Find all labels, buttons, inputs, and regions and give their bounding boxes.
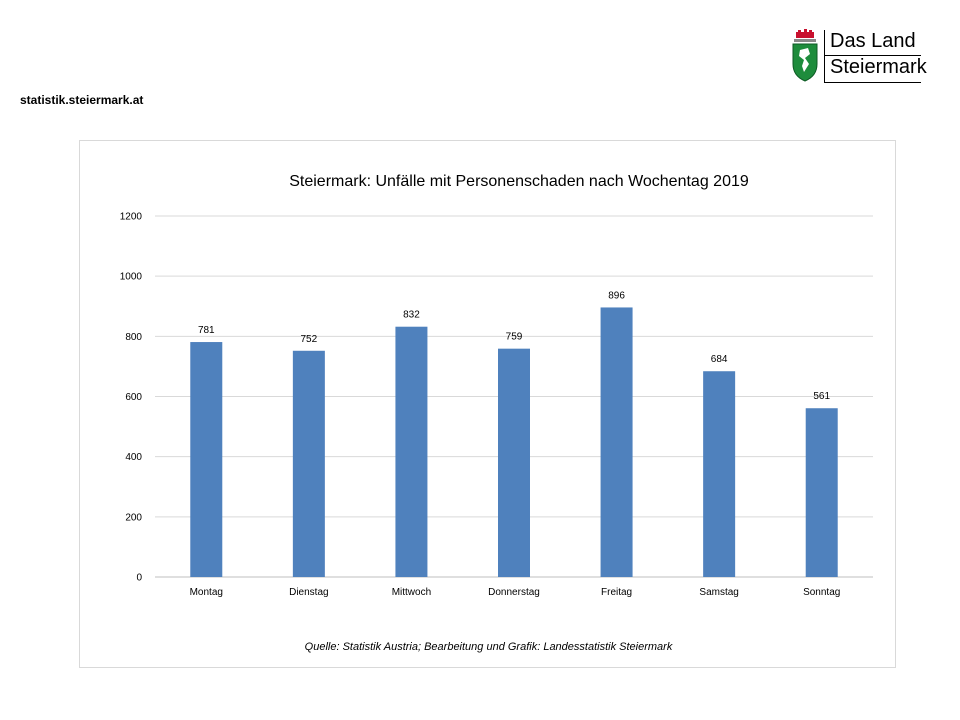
data-label: 759 [506,332,523,343]
bar [292,350,325,577]
y-tick-label: 200 [125,512,142,523]
x-tick-label: Montag [190,587,223,598]
logo-line-1: Das Land [830,30,916,52]
chart-title: Steiermark: Unfälle mit Personenschaden … [289,173,749,190]
data-label: 781 [198,325,215,336]
y-tick-label: 0 [136,573,142,584]
logo-line-2: Steiermark [830,56,927,78]
site-url: statistik.steiermark.at [20,93,144,107]
land-steiermark-logo: Das Land Steiermark [790,28,927,84]
y-tick-label: 1000 [120,272,143,283]
bar [600,307,633,577]
bar [703,371,736,577]
x-tick-label: Dienstag [289,587,328,598]
data-label: 896 [608,290,625,301]
x-tick-label: Samstag [699,587,738,598]
bar [190,342,223,577]
logo-divider [825,55,921,56]
y-tick-label: 600 [125,392,142,403]
bar [498,348,530,577]
bar-chart: Steiermark: Unfälle mit Personenschaden … [120,173,873,598]
x-tick-label: Sonntag [803,587,840,598]
coat-of-arms-icon [792,29,818,82]
x-tick-label: Mittwoch [392,587,431,598]
y-tick-label: 800 [125,332,142,343]
chart-area: Steiermark: Unfälle mit Personenschaden … [79,140,896,668]
source-note: Quelle: Statistik Austria; Bearbeitung u… [304,641,673,653]
data-label: 561 [813,391,830,402]
logo-wordmark: Das Land Steiermark [824,30,927,83]
data-label: 684 [711,354,728,365]
x-tick-label: Donnerstag [488,587,540,598]
data-label: 752 [301,334,318,345]
x-tick-label: Freitag [601,587,632,598]
y-tick-label: 1200 [120,212,143,223]
bar [395,326,428,577]
data-label: 832 [403,310,420,321]
y-tick-label: 400 [125,452,142,463]
bar [805,408,838,577]
